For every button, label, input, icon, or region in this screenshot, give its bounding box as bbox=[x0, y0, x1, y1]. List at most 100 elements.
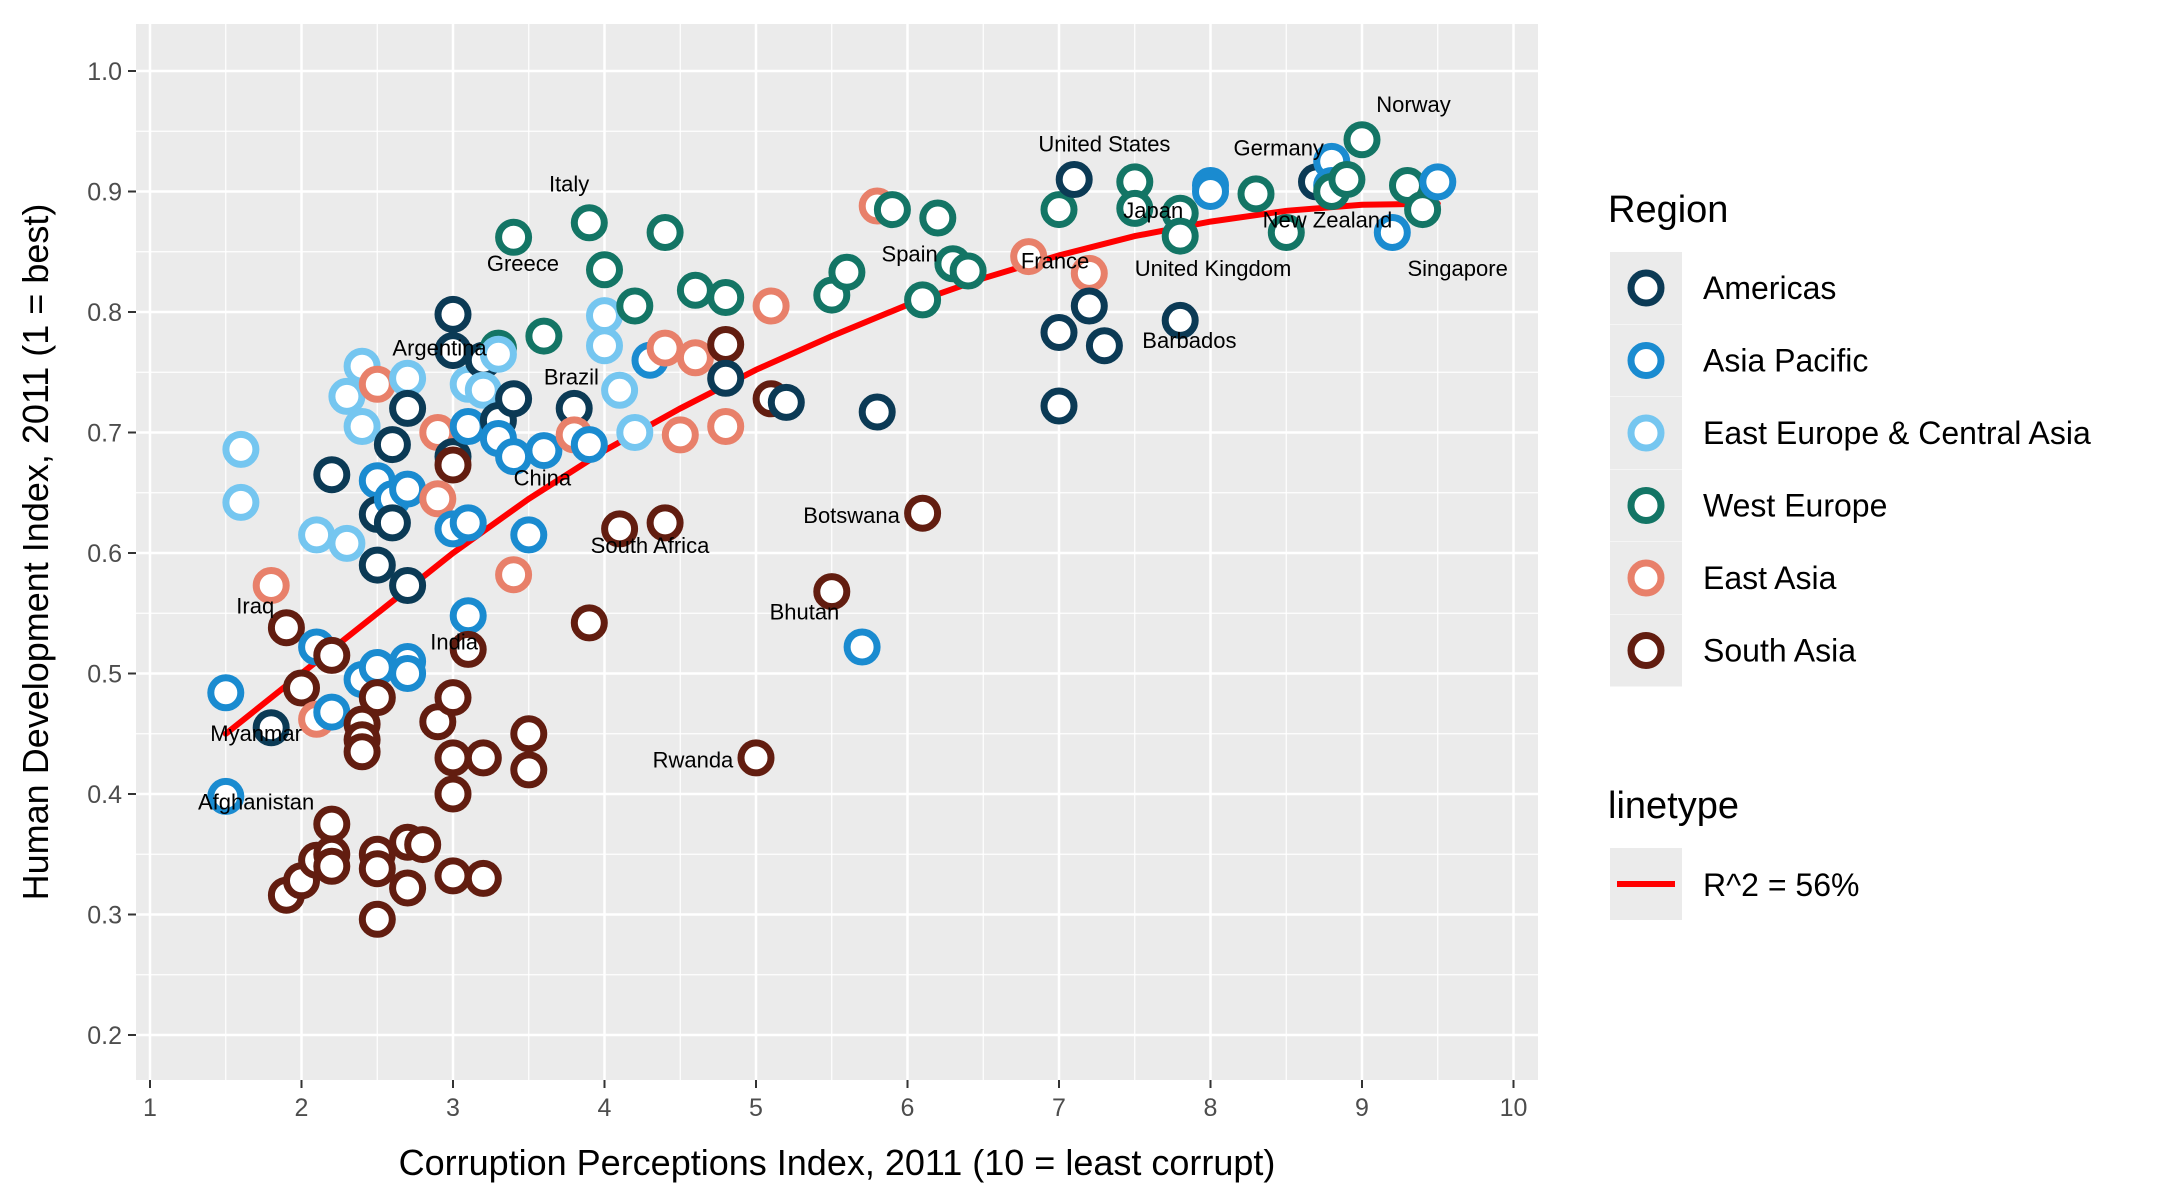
country-label: Argentina bbox=[392, 335, 487, 360]
legend-key-label: Asia Pacific bbox=[1703, 343, 1868, 379]
x-tick-label: 8 bbox=[1204, 1094, 1218, 1122]
legend-key-label: Americas bbox=[1703, 270, 1836, 306]
data-point bbox=[207, 777, 245, 815]
data-point bbox=[843, 628, 881, 666]
data-point bbox=[495, 556, 533, 594]
country-label: Italy bbox=[549, 172, 589, 197]
data-point bbox=[464, 859, 502, 897]
y-tick-label: 0.7 bbox=[87, 420, 122, 448]
data-point bbox=[464, 371, 502, 409]
data-point bbox=[858, 393, 896, 431]
x-tick-label: 1 bbox=[143, 1094, 157, 1122]
x-tick-label: 3 bbox=[446, 1094, 460, 1122]
data-point bbox=[313, 456, 351, 494]
data-point bbox=[828, 253, 866, 291]
country-label: Barbados bbox=[1142, 328, 1236, 353]
data-point bbox=[1161, 217, 1199, 255]
trend-line bbox=[222, 200, 1441, 737]
y-tick-label: 0.4 bbox=[87, 781, 122, 809]
data-point bbox=[1328, 161, 1366, 198]
data-point bbox=[1373, 214, 1411, 251]
data-point bbox=[389, 869, 427, 907]
data-point bbox=[449, 408, 487, 445]
legend-key-label: East Europe & Central Asia bbox=[1703, 415, 2091, 451]
x-tick-label: 5 bbox=[749, 1094, 763, 1122]
data-point bbox=[495, 218, 533, 256]
data-point bbox=[525, 317, 563, 355]
country-label: Bhutan bbox=[770, 599, 840, 624]
data-point bbox=[676, 271, 714, 309]
trend-layer bbox=[222, 200, 1441, 737]
data-point bbox=[1040, 191, 1078, 229]
x-tick-label: 2 bbox=[295, 1094, 309, 1122]
data-point bbox=[358, 649, 396, 686]
data-point bbox=[586, 251, 623, 289]
data-point bbox=[570, 204, 608, 242]
data-point bbox=[389, 389, 427, 427]
data-point bbox=[737, 739, 775, 777]
data-point bbox=[646, 214, 684, 251]
country-label: Botswana bbox=[803, 503, 900, 528]
points-layer bbox=[207, 121, 1457, 938]
data-point bbox=[661, 416, 699, 454]
legend-linetype-label: R^2 = 56% bbox=[1703, 867, 1859, 903]
country-label: Myanmar bbox=[210, 721, 302, 746]
data-point bbox=[1055, 161, 1093, 198]
country-label: Germany bbox=[1233, 135, 1323, 160]
legend-key-label: South Asia bbox=[1703, 633, 1856, 669]
data-point bbox=[358, 900, 396, 938]
annotation-layer: Norway United States Germany Italy Japan New … bbox=[198, 92, 1508, 815]
legend-key-marker bbox=[1627, 269, 1665, 307]
x-tick-label: 7 bbox=[1052, 1094, 1066, 1122]
data-point bbox=[207, 674, 245, 712]
data-point bbox=[1267, 214, 1305, 251]
data-point bbox=[904, 494, 942, 532]
data-point bbox=[676, 339, 714, 377]
legend-key-label: West Europe bbox=[1703, 488, 1887, 524]
legend-key-marker bbox=[1627, 487, 1665, 524]
data-point bbox=[1116, 189, 1154, 227]
data-point bbox=[949, 252, 987, 290]
data-point bbox=[616, 287, 654, 325]
data-point bbox=[283, 669, 320, 707]
data-point bbox=[222, 483, 260, 521]
y-tick-label: 0.3 bbox=[87, 902, 122, 930]
data-point bbox=[1161, 301, 1199, 339]
data-point bbox=[510, 751, 548, 789]
data-point bbox=[449, 504, 487, 542]
data-point bbox=[570, 604, 608, 642]
data-point bbox=[434, 775, 472, 813]
country-label: Afghanistan bbox=[198, 790, 314, 815]
data-point bbox=[328, 524, 366, 562]
data-point bbox=[358, 546, 396, 584]
data-point bbox=[419, 480, 457, 518]
data-point bbox=[373, 504, 411, 542]
y-tick-label: 1.0 bbox=[87, 58, 122, 86]
data-point bbox=[252, 709, 290, 747]
legend-linetype-title: linetype bbox=[1608, 785, 1739, 827]
country-label: South Africa bbox=[591, 533, 710, 558]
y-axis-title: Human Development Index, 2011 (1 = best) bbox=[15, 204, 56, 901]
data-point bbox=[919, 199, 957, 237]
country-label: United Kingdom bbox=[1135, 256, 1292, 281]
x-tick-label: 10 bbox=[1500, 1094, 1528, 1122]
data-point bbox=[586, 327, 623, 365]
data-point bbox=[601, 371, 639, 409]
country-label: France bbox=[1021, 249, 1089, 274]
data-point bbox=[1010, 238, 1048, 276]
country-label: Spain bbox=[882, 241, 938, 266]
data-point bbox=[464, 739, 502, 777]
x-axis-title: Corruption Perceptions Index, 2011 (10 =… bbox=[399, 1142, 1276, 1183]
y-axis: 0.2 0.3 0.4 0.5 0.6 0.7 0.8 0.9 1.0 bbox=[87, 58, 136, 1050]
y-tick-label: 0.5 bbox=[87, 661, 122, 689]
data-point bbox=[767, 383, 805, 421]
legend-key-marker bbox=[1627, 632, 1665, 669]
data-point bbox=[343, 408, 381, 445]
data-point bbox=[904, 281, 942, 319]
country-label: Greece bbox=[487, 251, 559, 276]
y-tick-label: 0.6 bbox=[87, 540, 122, 568]
country-label: Brazil bbox=[544, 364, 599, 389]
data-point bbox=[601, 510, 639, 548]
data-point bbox=[1192, 173, 1229, 210]
